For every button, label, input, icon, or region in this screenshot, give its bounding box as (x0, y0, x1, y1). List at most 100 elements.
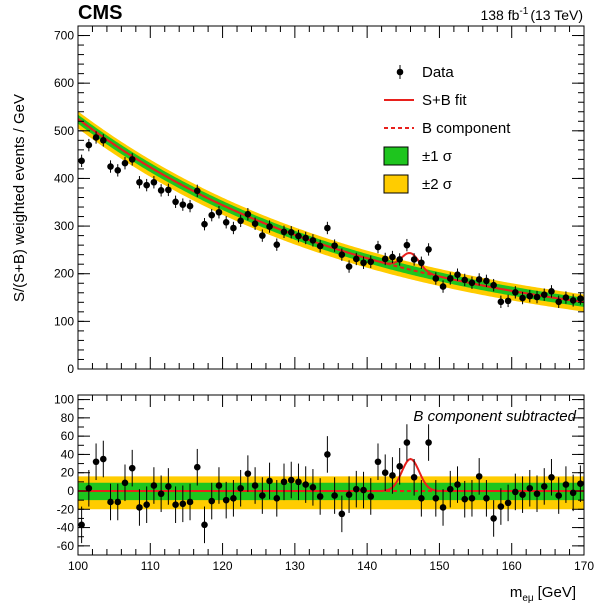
legend-label: ±1 σ (422, 148, 453, 165)
data-point (266, 477, 273, 485)
y-tick-label: -40 (57, 521, 75, 535)
x-axis-title-subscript: eμ (522, 593, 534, 604)
data-point (230, 224, 237, 232)
residual-panel-ticks: 100 110 120 130 140 150 160 170 -60 -40 -20 0 20 40 60… (54, 393, 594, 573)
data-point (562, 481, 570, 488)
data-point (316, 242, 324, 250)
data-point (193, 187, 201, 195)
data-point (78, 157, 85, 165)
data-point (237, 217, 244, 225)
data-point (251, 220, 259, 228)
data-point (222, 496, 230, 504)
y-axis-title: S/(S+B) weighted events / GeV (11, 94, 28, 302)
luminosity-value: 138 fb (480, 7, 519, 23)
data-point (215, 482, 223, 489)
legend-swatch (383, 174, 409, 194)
data-point (540, 291, 548, 298)
legend: Data S+B fit B component ±1 σ ±2 σ (383, 64, 511, 194)
data-point (468, 279, 476, 287)
data-point (244, 210, 252, 218)
data-point (295, 478, 302, 486)
main-panel-frame (77, 25, 585, 370)
data-point (331, 492, 338, 499)
data-point (100, 137, 107, 144)
data-point (136, 178, 143, 186)
x-axis-title-symbol: m (510, 584, 523, 601)
data-point (555, 492, 562, 499)
fit-curves (77, 118, 585, 304)
main-panel-ticks: 0 100 200 300 400 500 600 700 (54, 25, 585, 376)
data-point (338, 251, 346, 258)
x-tick-label: 120 (213, 559, 233, 573)
data-point (396, 256, 403, 263)
data-point (302, 481, 310, 488)
y-tick-label: 700 (54, 29, 74, 43)
band-1sigma (78, 114, 584, 307)
residual-data-points (78, 424, 584, 544)
y-tick-label: 600 (54, 76, 74, 90)
data-point (439, 504, 447, 511)
data-point (381, 469, 389, 477)
data-point (418, 259, 425, 267)
data-point (237, 484, 244, 492)
uncertainty-bands (78, 111, 584, 312)
data-point (425, 246, 432, 253)
data-point (121, 479, 129, 487)
main-panel: 0 100 200 300 400 500 600 700 S/(S+B) weighted … (11, 25, 585, 376)
data-point (490, 281, 497, 289)
data-point (201, 521, 208, 529)
luminosity-exponent: -1 (519, 6, 528, 17)
data-point (338, 510, 346, 518)
data-point (367, 258, 375, 266)
legend-label: S+B fit (422, 92, 467, 109)
y-tick-label: 100 (54, 393, 74, 407)
data-point (526, 484, 534, 492)
y-tick-label: 400 (54, 171, 74, 185)
data-point (396, 463, 403, 470)
data-point (251, 482, 259, 489)
data-point (410, 256, 418, 263)
data-point (533, 293, 541, 301)
legend-entry: ±2 σ (383, 174, 453, 194)
data-point (475, 276, 483, 283)
data-point (143, 181, 150, 189)
data-point (331, 242, 338, 249)
data-point (172, 198, 179, 206)
data-point (512, 289, 519, 296)
y-tick-label: 500 (54, 124, 74, 138)
data-point (157, 187, 165, 194)
data-point (179, 500, 187, 508)
data-point (468, 495, 476, 502)
data-point (165, 186, 172, 194)
y-tick-label: 0 (67, 484, 74, 498)
data-point (208, 211, 216, 219)
data-point (345, 263, 353, 270)
data-point (165, 483, 172, 490)
y-tick-label: 40 (61, 447, 75, 461)
data-point (512, 488, 519, 496)
data-point (157, 490, 165, 498)
residual-panel: 100 110 120 130 140 150 160 170 -60 -40 -20 0 20 40 60… (54, 393, 594, 604)
data-point (230, 495, 237, 502)
data-point (280, 478, 288, 486)
legend-label: Data (422, 64, 454, 81)
data-point (374, 458, 382, 466)
data-point (179, 201, 187, 208)
data-point (287, 476, 295, 484)
data-point (302, 234, 310, 242)
data-point (259, 232, 266, 239)
data-point (562, 294, 570, 301)
data-point (128, 464, 136, 472)
data-point (454, 481, 461, 488)
data-point (222, 218, 230, 226)
data-point (78, 521, 85, 529)
data-point (85, 141, 93, 149)
data-point (316, 493, 324, 500)
data-point (374, 243, 382, 251)
data-point (533, 490, 541, 498)
data-point (540, 483, 548, 490)
data-point (143, 501, 150, 509)
data-point (461, 495, 469, 503)
data-point (186, 498, 194, 506)
data-point (121, 159, 129, 167)
